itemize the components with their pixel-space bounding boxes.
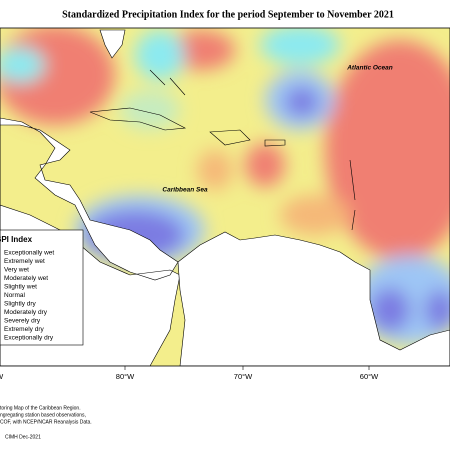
footer-line: ngregating station based observations, [0, 412, 86, 418]
map-title: Standardized Precipitation Index for the… [62, 9, 394, 20]
ocean-label: Atlantic Ocean [346, 65, 393, 72]
legend-item: Normal [4, 292, 26, 299]
legend-item: Moderately wet [4, 275, 48, 282]
legend-item: Slightly wet [4, 284, 37, 291]
longitude-label: 80°W [116, 372, 135, 381]
spi-map [0, 28, 450, 366]
legend-item: Very wet [4, 267, 29, 274]
footer-line: COF, with NCEP/NCAR Reanalysis Data. [0, 419, 92, 425]
legend-item: Severely dry [4, 318, 41, 325]
credit: CIMH Dec-2021 [5, 434, 41, 440]
longitude-label: 60°W [360, 372, 379, 381]
footer: toring Map of the Caribbean Region.ngreg… [0, 405, 92, 425]
legend-item: Exceptionally wet [4, 250, 54, 257]
legend-item: Exceptionally dry [4, 335, 54, 342]
longitude-label: 70°W [234, 372, 253, 381]
footer-line: toring Map of the Caribbean Region. [0, 405, 81, 411]
legend-item: Extremely wet [4, 258, 45, 265]
legend-item: Slightly dry [4, 301, 37, 308]
sea-label: Caribbean Sea [162, 187, 208, 194]
legend-item: Extremely dry [4, 326, 44, 333]
legend-title: SPI Index [0, 235, 33, 244]
longitude-label: 90°W [0, 372, 4, 381]
legend-item: Moderately dry [4, 309, 48, 316]
longitude-axis: 90°W 80°W 70°W 60°W [0, 366, 379, 381]
